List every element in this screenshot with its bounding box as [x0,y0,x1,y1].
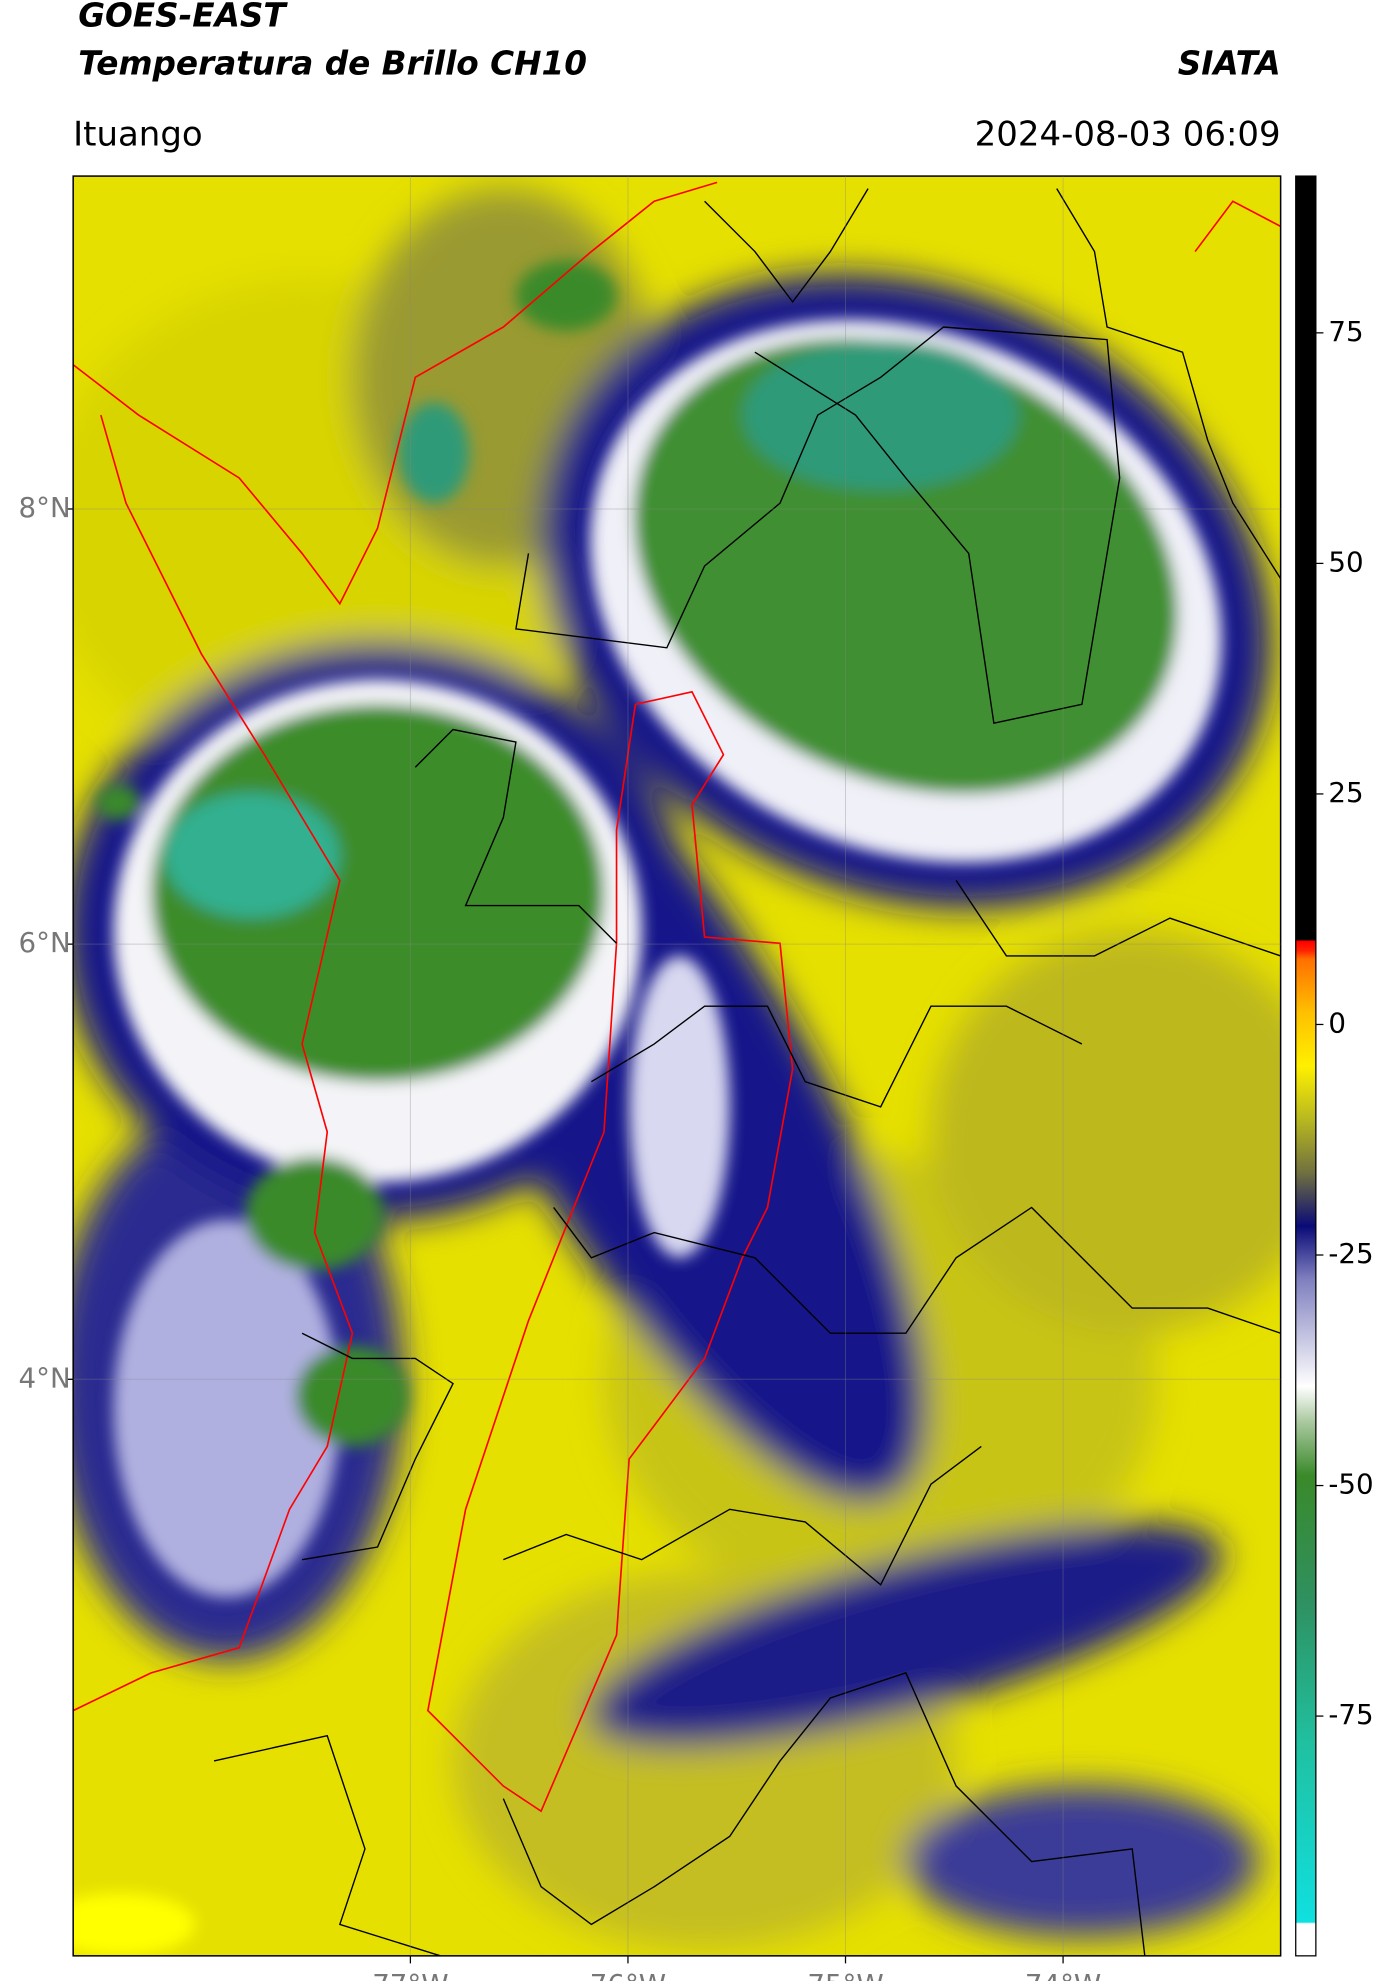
datetime: 2024-08-03 06:09 [975,114,1281,154]
product: Temperatura de Brillo CH10 [78,44,587,82]
colorbar-tick-label: -25 [1328,1237,1373,1270]
x-tick-label: 77°W [372,1968,448,1981]
colorbar-tick-label: -75 [1328,1698,1373,1731]
colorbar-tick-label: 0 [1328,1006,1346,1039]
x-tick-label: 74°W [1025,1968,1101,1981]
x-tick-label: 75°W [807,1968,883,1981]
satellite-image [73,176,1281,1956]
colorbar-tick-label: 25 [1328,776,1363,809]
y-tick-label: 6°N [19,926,71,959]
map-frame [72,175,1282,1957]
location: Ituango [73,114,203,154]
satellite: GOES-EAST [78,0,288,35]
colorbar-tick-label: 50 [1328,545,1363,578]
colorbar-tick-label: -50 [1328,1468,1373,1501]
colorbar-tick-label: 75 [1328,315,1363,348]
y-tick-label: 8°N [19,491,71,524]
x-tick-label: 76°W [590,1968,666,1981]
colorbar [1295,175,1317,1957]
y-tick-label: 4°N [19,1361,71,1394]
org: SIATA [1178,44,1281,82]
